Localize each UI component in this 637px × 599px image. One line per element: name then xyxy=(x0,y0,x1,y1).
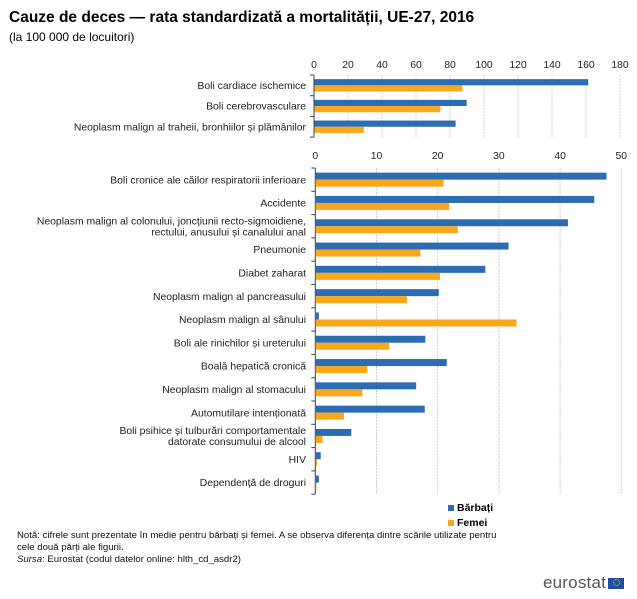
bar-femei xyxy=(315,226,458,234)
bar-barbati xyxy=(315,382,417,390)
bar-femei xyxy=(315,389,363,397)
bar-barbati xyxy=(315,312,319,320)
eu-flag-icon xyxy=(608,577,625,589)
x-tick-label: 60 xyxy=(410,60,422,71)
x-tick-label: 40 xyxy=(554,151,566,162)
category-label: Boală hepatică cronică xyxy=(201,362,306,373)
x-tick-label: 180 xyxy=(611,60,629,71)
footnote: Notă: cifrele sunt prezentate în medie p… xyxy=(17,530,537,566)
x-tick-label: 120 xyxy=(509,60,527,71)
bar-femei xyxy=(315,342,390,350)
category-label: Accidente xyxy=(260,199,306,210)
x-tick-label: 30 xyxy=(493,151,505,162)
bar-barbati xyxy=(315,265,486,273)
bar-barbati xyxy=(315,172,607,180)
bar-barbati xyxy=(315,428,352,436)
legend-swatch-femei xyxy=(448,519,454,526)
bar-barbati xyxy=(315,405,425,413)
bar-femei xyxy=(315,296,407,304)
note-line-1: Notă: cifrele sunt prezentate în medie p… xyxy=(17,530,497,541)
category-label: Boli cerebrovasculare xyxy=(206,102,306,113)
chart-title: Cauze de deces — rata standardizată a mo… xyxy=(9,9,475,26)
bar-barbati xyxy=(314,79,589,86)
x-tick-label: 160 xyxy=(577,60,595,71)
x-tick-label: 0 xyxy=(312,151,318,162)
bar-barbati xyxy=(315,359,447,367)
bar-barbati xyxy=(315,219,568,227)
bar-femei xyxy=(314,126,364,133)
bar-femei xyxy=(314,106,441,113)
bar-femei xyxy=(314,85,463,92)
bar-femei xyxy=(315,319,517,327)
bar-barbati xyxy=(314,99,467,107)
legend-item-femei: Femei xyxy=(448,515,493,530)
logo-text: eurostat xyxy=(543,573,607,592)
category-label: Boli ale rinichilor și ureterului xyxy=(174,338,306,349)
x-tick-label: 0 xyxy=(311,60,317,71)
eurostat-logo: eurostat xyxy=(543,573,625,593)
bar-femei xyxy=(315,179,444,187)
category-label: Neoplasm malign al sânului xyxy=(179,315,306,326)
bar-femei xyxy=(315,435,323,443)
x-tick-label: 10 xyxy=(371,151,383,162)
x-tick-label: 50 xyxy=(616,151,628,162)
category-label: Neoplasm malign al colonului, joncțiunii… xyxy=(37,216,306,227)
category-label: Boli cronice ale căilor respiratorii inf… xyxy=(110,175,306,186)
x-tick-label: 20 xyxy=(432,151,444,162)
category-label: rectului, anusului și canalului anal xyxy=(151,227,306,238)
category-label: Dependență de droguri xyxy=(200,478,306,489)
bar-barbati xyxy=(315,475,319,483)
bar-femei xyxy=(315,482,317,490)
x-tick-label: 20 xyxy=(342,60,354,71)
category-label: datorate consumului de alcool xyxy=(168,437,306,448)
source-label: Sursa xyxy=(17,554,43,565)
x-tick-label: 80 xyxy=(444,60,456,71)
bar-femei xyxy=(315,412,344,420)
bar-femei xyxy=(315,272,441,280)
bar-barbati xyxy=(315,452,321,460)
bar-femei xyxy=(315,459,318,467)
bar-barbati xyxy=(315,242,509,250)
note-line-2: cele două părți ale figurii. xyxy=(17,542,124,553)
x-tick-label: 100 xyxy=(475,60,493,71)
bar-femei xyxy=(315,366,368,374)
category-label: Neoplasm malign al pancreasului xyxy=(153,292,306,303)
legend: Bărbați Femei xyxy=(448,500,493,530)
bar-barbati xyxy=(315,335,426,343)
category-label: Diabet zaharat xyxy=(238,268,306,279)
category-label: Neoplasm malign al traheii, bronhiilor ș… xyxy=(74,122,307,133)
legend-swatch-barbati xyxy=(448,504,454,511)
category-label: Neoplasm malign al stomacului xyxy=(162,385,306,396)
bar-femei xyxy=(315,249,421,257)
legend-label-femei: Femei xyxy=(457,516,488,529)
category-label: Automutilare intenționată xyxy=(191,408,306,419)
category-label: Boli cardiace ischemice xyxy=(197,81,306,92)
bar-barbati xyxy=(315,289,439,297)
category-label: Pneumonie xyxy=(253,245,306,256)
legend-item-barbati: Bărbați xyxy=(448,500,493,515)
bar-barbati xyxy=(315,195,595,203)
category-label: Boli psihice și tulburări comportamental… xyxy=(119,426,306,437)
legend-label-barbati: Bărbați xyxy=(457,501,494,514)
x-tick-label: 40 xyxy=(376,60,388,71)
bar-barbati xyxy=(314,120,456,127)
source-text: : Eurostat (codul datelor online: hlth_c… xyxy=(42,554,241,565)
x-tick-label: 140 xyxy=(543,60,561,71)
chart-subtitle: (la 100 000 de locuitori) xyxy=(9,30,135,44)
source-line: Sursa: Eurostat (codul datelor online: h… xyxy=(17,554,537,566)
bar-femei xyxy=(315,202,450,210)
category-label: HIV xyxy=(289,455,306,466)
